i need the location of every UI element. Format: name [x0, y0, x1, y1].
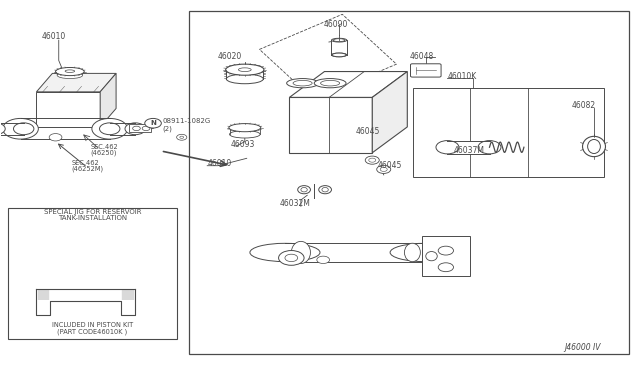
Circle shape [438, 246, 454, 255]
Ellipse shape [229, 124, 260, 132]
Bar [20, 118, 109, 139]
Ellipse shape [588, 140, 600, 154]
Ellipse shape [65, 70, 75, 73]
Text: 46020: 46020 [218, 52, 243, 61]
Text: 46090: 46090 [323, 20, 348, 29]
Ellipse shape [92, 118, 127, 139]
Text: 46048: 46048 [409, 52, 433, 61]
Ellipse shape [3, 118, 38, 139]
Text: 46045: 46045 [356, 127, 380, 136]
Ellipse shape [380, 167, 387, 171]
Ellipse shape [301, 187, 307, 192]
Ellipse shape [125, 123, 145, 135]
Bar [129, 124, 151, 132]
Text: SEC.462: SEC.462 [91, 144, 118, 150]
Bar [109, 123, 135, 135]
Ellipse shape [369, 158, 376, 162]
Text: 08911-1082G: 08911-1082G [163, 118, 211, 124]
Polygon shape [289, 71, 407, 97]
Text: 46082: 46082 [572, 102, 596, 110]
Bar [285, 243, 425, 262]
Text: 46037M: 46037M [454, 146, 485, 155]
Ellipse shape [332, 53, 347, 57]
Ellipse shape [56, 67, 84, 76]
Bar [189, 11, 629, 354]
Ellipse shape [404, 243, 420, 262]
Circle shape [180, 136, 184, 138]
Text: SEC.462: SEC.462 [72, 160, 99, 166]
Ellipse shape [13, 123, 34, 135]
Text: 46010: 46010 [207, 159, 232, 168]
Text: 46045: 46045 [378, 161, 402, 170]
Text: SPECIAL JIG FOR RESERVOIR: SPECIAL JIG FOR RESERVOIR [44, 209, 141, 215]
Bar [289, 97, 372, 153]
Circle shape [49, 134, 62, 141]
Ellipse shape [227, 74, 263, 84]
Ellipse shape [278, 250, 304, 265]
Ellipse shape [230, 131, 260, 138]
Circle shape [132, 126, 140, 131]
Text: (PART CODE46010K ): (PART CODE46010K ) [58, 329, 127, 335]
Ellipse shape [322, 187, 328, 192]
Text: TANK-INSTALLATION: TANK-INSTALLATION [58, 215, 127, 221]
Circle shape [142, 126, 150, 131]
Ellipse shape [436, 141, 459, 154]
Ellipse shape [332, 38, 347, 42]
Ellipse shape [226, 64, 264, 75]
Circle shape [177, 134, 187, 140]
Ellipse shape [321, 80, 340, 86]
Ellipse shape [287, 78, 319, 88]
Text: 46032M: 46032M [279, 199, 310, 208]
Ellipse shape [293, 80, 312, 86]
Ellipse shape [333, 39, 345, 42]
Ellipse shape [390, 243, 460, 262]
Text: 46010K: 46010K [447, 72, 477, 81]
Ellipse shape [298, 186, 310, 194]
Bar [422, 236, 470, 276]
Ellipse shape [377, 165, 391, 173]
Ellipse shape [285, 254, 298, 262]
Circle shape [145, 118, 161, 128]
Bar [36, 92, 100, 127]
Text: INCLUDED IN PISTON KIT: INCLUDED IN PISTON KIT [52, 323, 133, 328]
Ellipse shape [582, 137, 605, 157]
Text: (46252M): (46252M) [72, 165, 104, 171]
Text: 46010: 46010 [42, 32, 66, 41]
Ellipse shape [319, 186, 332, 194]
Polygon shape [36, 73, 116, 92]
FancyBboxPatch shape [410, 64, 441, 77]
Text: 46093: 46093 [231, 140, 255, 149]
Polygon shape [100, 73, 116, 127]
Ellipse shape [0, 123, 5, 135]
Ellipse shape [365, 156, 380, 164]
Bar [8, 208, 177, 339]
Ellipse shape [332, 53, 346, 57]
Ellipse shape [478, 141, 501, 154]
Ellipse shape [250, 243, 320, 262]
Bar [447, 141, 490, 154]
Ellipse shape [314, 78, 346, 88]
Bar [413, 88, 604, 177]
Ellipse shape [57, 72, 83, 78]
Ellipse shape [426, 251, 437, 261]
Text: (46250): (46250) [91, 150, 117, 156]
Ellipse shape [291, 241, 310, 263]
Ellipse shape [239, 68, 251, 71]
Polygon shape [372, 71, 407, 153]
Circle shape [438, 263, 454, 272]
Text: N: N [150, 120, 156, 126]
Ellipse shape [317, 256, 330, 263]
Bar [0, 123, 24, 135]
Bar [332, 40, 347, 55]
Ellipse shape [100, 123, 120, 135]
Text: J46000 IV: J46000 IV [564, 343, 600, 352]
Text: (2): (2) [163, 125, 173, 132]
